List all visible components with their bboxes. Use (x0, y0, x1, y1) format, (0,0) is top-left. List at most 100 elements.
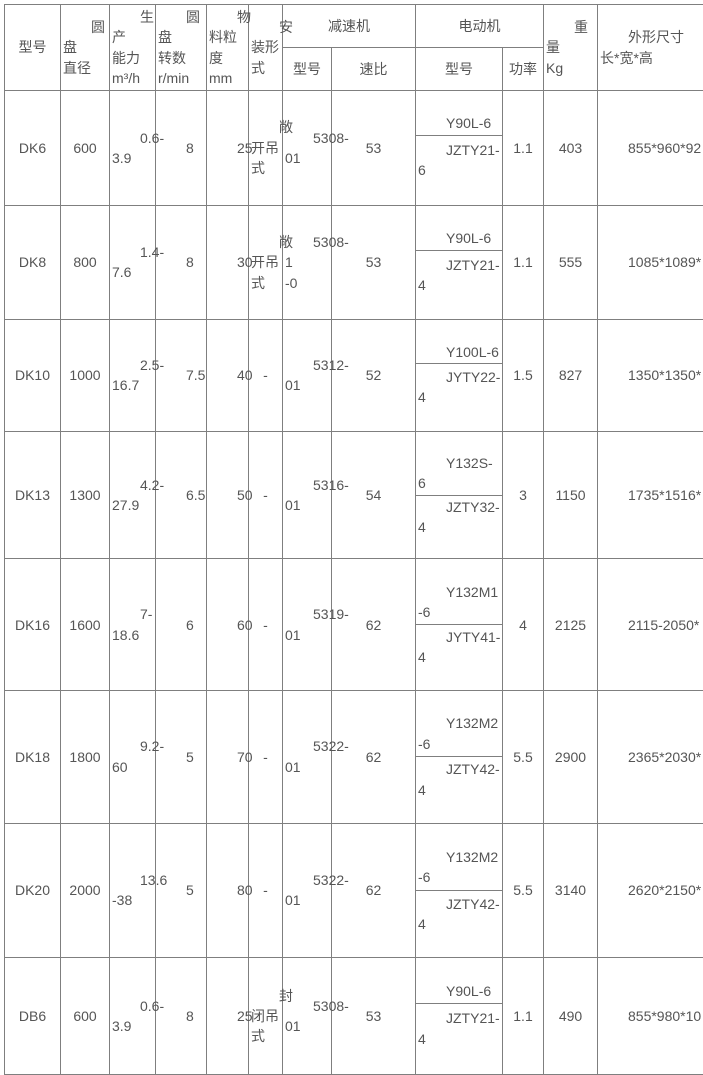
cell-model: DK13 (5, 431, 61, 559)
cell-install: 封 闭吊 式 (249, 958, 283, 1075)
cell-capacity: 0.6- 3.9 (110, 958, 156, 1075)
cell-speed: 8 (156, 205, 207, 320)
motor-model-bottom: JZTY32- 4 (416, 497, 502, 538)
motor-model-top: Y90L-6 (416, 981, 502, 1001)
motor-model-bottom: JZTY21- 4 (416, 1008, 502, 1049)
motor-model-bottom: JZTY21- 4 (416, 255, 502, 296)
cell-motor-model: Y132M2 -6 JZTY42- 4 (416, 823, 503, 958)
cell-install: - (249, 320, 283, 432)
cell-weight: 403 (544, 91, 598, 206)
header-row-groups: 型号 圆盘 直径 生产 能力 m³/h 圆盘 转数 r/min 物 料粒 度 m… (5, 5, 703, 48)
motor-model-top: Y132M1 -6 (416, 582, 502, 623)
cell-model: DB6 (5, 958, 61, 1075)
cell-particle: 25 (207, 958, 249, 1075)
cell-diameter: 1600 (61, 559, 110, 691)
cell-ratio: 53 (332, 205, 416, 320)
cell-particle: 40 (207, 320, 249, 432)
cell-dimensions: 1085*1089* (598, 205, 703, 320)
cell-reducer-model: 5312- 01 (283, 320, 332, 432)
cell-weight: 2125 (544, 559, 598, 691)
header-install-type: 安 装形 式 (249, 5, 283, 91)
cell-power: 1.1 (503, 205, 544, 320)
cell-ratio: 62 (332, 559, 416, 691)
motor-model-bottom: JZTY21- 6 (416, 140, 502, 181)
table-row: DK13 1300 4.2- 27.9 6.5 50 - 5316- 01 54… (5, 431, 703, 559)
cell-motor-model: Y90L-6 JZTY21- 6 (416, 91, 503, 206)
cell-install: - (249, 431, 283, 559)
cell-power: 1.5 (503, 320, 544, 432)
cell-power: 1.1 (503, 91, 544, 206)
cell-particle: 60 (207, 559, 249, 691)
cell-speed: 8 (156, 958, 207, 1075)
motor-model-bottom: JYTY22- 4 (416, 367, 502, 408)
cell-dimensions: 1735*1516* (598, 431, 703, 559)
cell-model: DK20 (5, 823, 61, 958)
cell-capacity: 4.2- 27.9 (110, 431, 156, 559)
cell-ratio: 52 (332, 320, 416, 432)
header-capacity: 生产 能力 m³/h (110, 5, 156, 91)
cell-power: 1.1 (503, 958, 544, 1075)
table-row: DK6 600 0.6- 3.9 8 25 敞 开吊 式 5308- 01 53… (5, 91, 703, 206)
cell-dimensions: 2115-2050* (598, 559, 703, 691)
cell-motor-model: Y90L-6 JZTY21- 4 (416, 958, 503, 1075)
spec-table: 型号 圆盘 直径 生产 能力 m³/h 圆盘 转数 r/min 物 料粒 度 m… (4, 4, 703, 1075)
table-row: DK10 1000 2.5- 16.7 7.5 40 - 5312- 01 52… (5, 320, 703, 432)
table-row: DB6 600 0.6- 3.9 8 25 封 闭吊 式 5308- 01 53… (5, 958, 703, 1075)
motor-model-bottom: JZTY42- 4 (416, 759, 502, 800)
header-reducer-ratio: 速比 (332, 48, 416, 91)
motor-model-bottom: JZTY42- 4 (416, 894, 502, 935)
motor-model-bottom: JYTY41- 4 (416, 627, 502, 668)
motor-model-top: Y90L-6 (416, 113, 502, 133)
header-reducer-model: 型号 (283, 48, 332, 91)
cell-model: DK6 (5, 91, 61, 206)
table-row: DK16 1600 7- 18.6 6 60 - 5319- 01 62 Y13… (5, 559, 703, 691)
cell-install: 敞 开吊 式 (249, 205, 283, 320)
cell-reducer-model: 5319- 01 (283, 559, 332, 691)
motor-model-top: Y100L-6 (416, 342, 502, 362)
cell-ratio: 53 (332, 958, 416, 1075)
cell-install: - (249, 559, 283, 691)
cell-weight: 1150 (544, 431, 598, 559)
cell-model: DK16 (5, 559, 61, 691)
cell-particle: 50 (207, 431, 249, 559)
cell-diameter: 600 (61, 958, 110, 1075)
table-row: DK20 2000 13.6 -38 5 80 - 5322- 01 62 Y1… (5, 823, 703, 958)
header-dimensions: 外形尺寸 长*宽*高 (598, 5, 703, 91)
cell-dimensions: 2620*2150* (598, 823, 703, 958)
cell-weight: 827 (544, 320, 598, 432)
header-weight: 重量 Kg (544, 5, 598, 91)
cell-speed: 7.5 (156, 320, 207, 432)
cell-speed: 6 (156, 559, 207, 691)
cell-diameter: 1000 (61, 320, 110, 432)
cell-capacity: 2.5- 16.7 (110, 320, 156, 432)
cell-dimensions: 855*960*92 (598, 91, 703, 206)
cell-capacity: 7- 18.6 (110, 559, 156, 691)
cell-weight: 490 (544, 958, 598, 1075)
cell-capacity: 1.4- 7.6 (110, 205, 156, 320)
header-motor-group: 电动机 (416, 5, 544, 48)
cell-reducer-model: 5316- 01 (283, 431, 332, 559)
cell-power: 3 (503, 431, 544, 559)
cell-model: DK8 (5, 205, 61, 320)
motor-model-top: Y132S- 6 (416, 453, 502, 494)
cell-capacity: 13.6 -38 (110, 823, 156, 958)
cell-ratio: 54 (332, 431, 416, 559)
table-row: DK8 800 1.4- 7.6 8 30 敞 开吊 式 5308-1 -0 5… (5, 205, 703, 320)
cell-speed: 6.5 (156, 431, 207, 559)
header-motor-power: 功率 (503, 48, 544, 91)
motor-model-top: Y132M2 -6 (416, 847, 502, 888)
cell-ratio: 53 (332, 91, 416, 206)
motor-model-top: Y132M2 -6 (416, 713, 502, 754)
cell-weight: 3140 (544, 823, 598, 958)
header-speed: 圆盘 转数 r/min (156, 5, 207, 91)
cell-weight: 555 (544, 205, 598, 320)
header-motor-model: 型号 (416, 48, 503, 91)
cell-power: 4 (503, 559, 544, 691)
cell-speed: 5 (156, 823, 207, 958)
cell-capacity: 0.6- 3.9 (110, 91, 156, 206)
cell-speed: 8 (156, 91, 207, 206)
header-reducer-group: 减速机 (283, 5, 416, 48)
